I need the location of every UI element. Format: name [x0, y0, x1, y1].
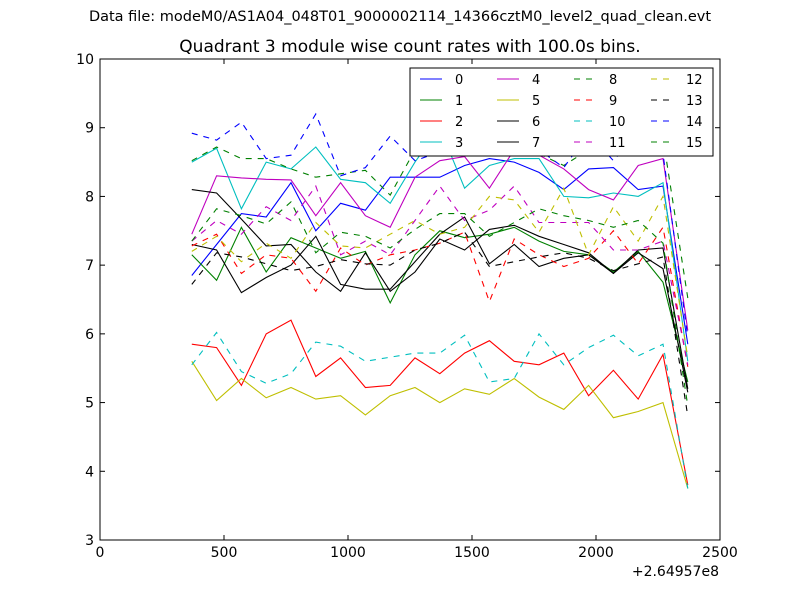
legend-label: 13 [686, 94, 703, 109]
x-tick-label: 1000 [330, 545, 366, 561]
axes-frame [99, 58, 721, 541]
y-tick-label: 9 [85, 121, 94, 137]
series-line-3 [191, 126, 689, 362]
y-tick-label: 8 [85, 189, 94, 205]
x-tick-label: 2500 [702, 545, 738, 561]
y-tick-label: 10 [76, 52, 94, 68]
series-layer [191, 112, 689, 489]
y-tick-label: 7 [85, 258, 94, 274]
legend-label: 9 [609, 94, 617, 109]
series-line-10 [191, 331, 689, 489]
legend-label: 11 [609, 136, 626, 151]
series-line-2 [191, 319, 689, 486]
legend-label: 4 [532, 73, 540, 88]
series-line-14 [191, 112, 689, 338]
series-line-12 [191, 186, 689, 358]
legend-label: 6 [532, 115, 540, 130]
series-line-5 [191, 361, 689, 489]
x-tick-label: 1500 [454, 545, 490, 561]
y-tick-label: 5 [85, 396, 94, 412]
series-line-13 [191, 231, 689, 417]
legend-label: 12 [686, 73, 703, 88]
x-tick-label: 0 [96, 545, 105, 561]
series-line-4 [191, 149, 689, 331]
y-tick-label: 4 [85, 464, 94, 480]
y-tick-label: 6 [85, 327, 94, 343]
series-line-0 [191, 158, 689, 345]
series-line-15 [191, 201, 689, 407]
series-line-11 [191, 184, 689, 365]
legend-label: 10 [609, 115, 626, 130]
legend-label: 3 [455, 136, 463, 151]
legend-label: 14 [686, 115, 703, 130]
series-line-9 [191, 225, 689, 367]
legend-label: 5 [532, 94, 540, 109]
chart-title: Quadrant 3 module wise count rates with … [179, 37, 641, 57]
legend-label: 8 [609, 73, 617, 88]
legend-label: 2 [455, 115, 463, 130]
legend-label: 15 [686, 136, 703, 151]
x-tick-label: 500 [211, 545, 238, 561]
legend-box [409, 67, 714, 157]
legend-label: 1 [455, 94, 463, 109]
x-offset-label: +2.64957e8 [631, 564, 719, 580]
x-tick-label: 2000 [578, 545, 614, 561]
legend-label: 7 [532, 136, 540, 151]
data-file-title: Data file: modeM0/AS1A04_048T01_90000021… [88, 9, 712, 25]
legend-label: 0 [455, 73, 463, 88]
series-line-7 [191, 189, 689, 393]
y-tick-label: 3 [85, 533, 94, 549]
